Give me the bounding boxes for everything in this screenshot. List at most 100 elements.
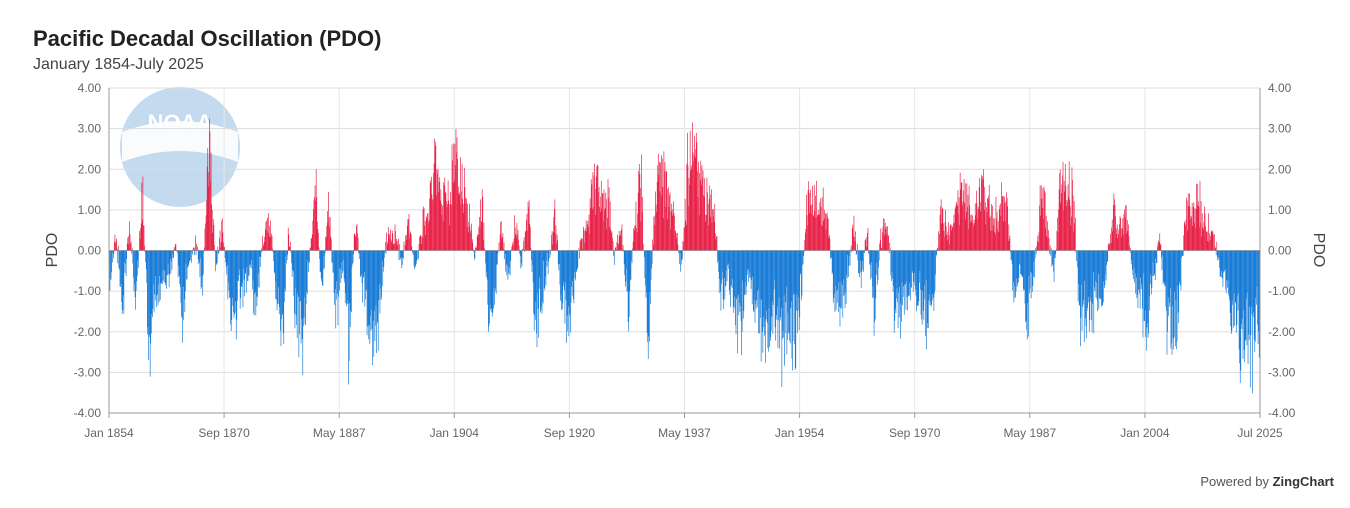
pdo-bar	[1012, 250, 1014, 291]
pdo-bar	[645, 250, 647, 298]
pdo-bar	[231, 250, 233, 298]
zingchart-brand[interactable]: ZingChart	[1272, 474, 1334, 489]
pdo-bar	[494, 250, 495, 305]
pdo-bar	[991, 204, 992, 251]
pdo-bar	[525, 231, 527, 251]
pdo-bar	[343, 250, 345, 279]
pdo-bar	[1110, 242, 1112, 251]
pdo-bar	[591, 208, 593, 251]
pdo-bar	[597, 165, 599, 251]
pdo-bar	[938, 231, 939, 251]
pdo-bar	[462, 203, 464, 251]
pdo-bar	[618, 244, 619, 251]
pdo-bar	[905, 250, 906, 285]
pdo-bar	[927, 250, 929, 329]
pdo-bar	[242, 250, 243, 283]
pdo-bar	[439, 177, 441, 251]
pdo-bar	[1084, 250, 1086, 281]
pdo-bar	[926, 250, 928, 324]
pdo-bar	[892, 250, 894, 292]
pdo-bar	[1025, 250, 1026, 322]
pdo-bar	[451, 144, 453, 251]
pdo-bar	[612, 241, 614, 251]
pdo-bar	[802, 250, 803, 266]
pdo-bar	[932, 250, 934, 298]
pdo-bar	[565, 250, 566, 283]
pdo-bar	[367, 250, 368, 327]
pdo-bar	[211, 204, 212, 251]
pdo-bar	[626, 250, 628, 292]
pdo-bar	[918, 250, 920, 302]
pdo-bar	[612, 237, 613, 251]
pdo-bar	[777, 250, 779, 348]
pdo-bar	[709, 185, 711, 251]
pdo-bar	[1131, 250, 1133, 270]
pdo-bar	[506, 250, 508, 276]
pdo-bar	[632, 248, 633, 251]
pdo-bar	[1089, 250, 1091, 321]
pdo-bar	[236, 250, 238, 320]
pdo-bar	[662, 218, 664, 251]
pdo-bar	[608, 187, 610, 251]
pdo-bar	[202, 250, 204, 275]
pdo-bar	[570, 250, 571, 333]
pdo-bar	[622, 248, 623, 251]
pdo-bar	[553, 217, 555, 251]
pdo-bar	[995, 234, 996, 251]
pdo-bar	[218, 250, 220, 253]
pdo-bar	[770, 250, 772, 341]
pdo-bar	[641, 154, 642, 251]
pdo-bar	[392, 233, 394, 251]
pdo-bar	[214, 244, 215, 251]
pdo-bar	[917, 250, 919, 306]
pdo-bar	[763, 250, 765, 328]
pdo-bar	[911, 250, 912, 288]
pdo-bar	[413, 250, 415, 266]
pdo-bar	[547, 250, 549, 275]
pdo-bar	[554, 199, 556, 251]
pdo-bar	[614, 250, 616, 265]
pdo-bar	[1204, 206, 1205, 251]
pdo-bar	[634, 225, 636, 251]
pdo-bar	[1224, 250, 1226, 269]
pdo-bar	[822, 187, 824, 251]
pdo-bar	[919, 250, 920, 283]
pdo-bar	[1039, 185, 1041, 251]
pdo-bar	[253, 250, 255, 316]
pdo-bar	[1085, 250, 1087, 327]
pdo-bar	[786, 250, 788, 355]
pdo-bar	[849, 250, 850, 257]
pdo-bar	[1221, 250, 1223, 278]
pdo-bar	[761, 250, 763, 332]
pdo-bar	[444, 177, 446, 251]
pdo-bar	[254, 250, 256, 292]
pdo-bar	[469, 226, 471, 251]
pdo-bar	[679, 250, 680, 264]
pdo-bar	[637, 192, 639, 251]
pdo-bar	[1006, 192, 1007, 251]
pdo-bar	[866, 237, 868, 251]
pdo-bar	[875, 250, 877, 299]
pdo-bar	[1082, 250, 1083, 307]
pdo-bar	[534, 250, 536, 316]
pdo-bar	[865, 239, 867, 251]
pdo-bar	[1200, 222, 1201, 251]
pdo-bar	[145, 250, 147, 270]
pdo-bar	[455, 165, 456, 251]
pdo-bar	[716, 235, 718, 251]
pdo-bar	[993, 218, 995, 251]
pdo-bar	[718, 250, 720, 294]
pdo-bar	[244, 250, 245, 297]
pdo-bar	[486, 250, 488, 272]
pdo-bar	[941, 223, 943, 251]
powered-by-credit[interactable]: Powered by ZingChart	[1200, 474, 1334, 489]
pdo-bar	[543, 250, 545, 261]
pdo-bar	[940, 206, 941, 251]
pdo-bar	[371, 250, 372, 310]
pdo-bar	[732, 250, 733, 279]
pdo-bar	[764, 250, 766, 322]
pdo-bar	[1090, 250, 1091, 298]
pdo-bar	[177, 250, 178, 253]
pdo-bar	[1233, 250, 1235, 294]
pdo-bar	[967, 207, 968, 251]
